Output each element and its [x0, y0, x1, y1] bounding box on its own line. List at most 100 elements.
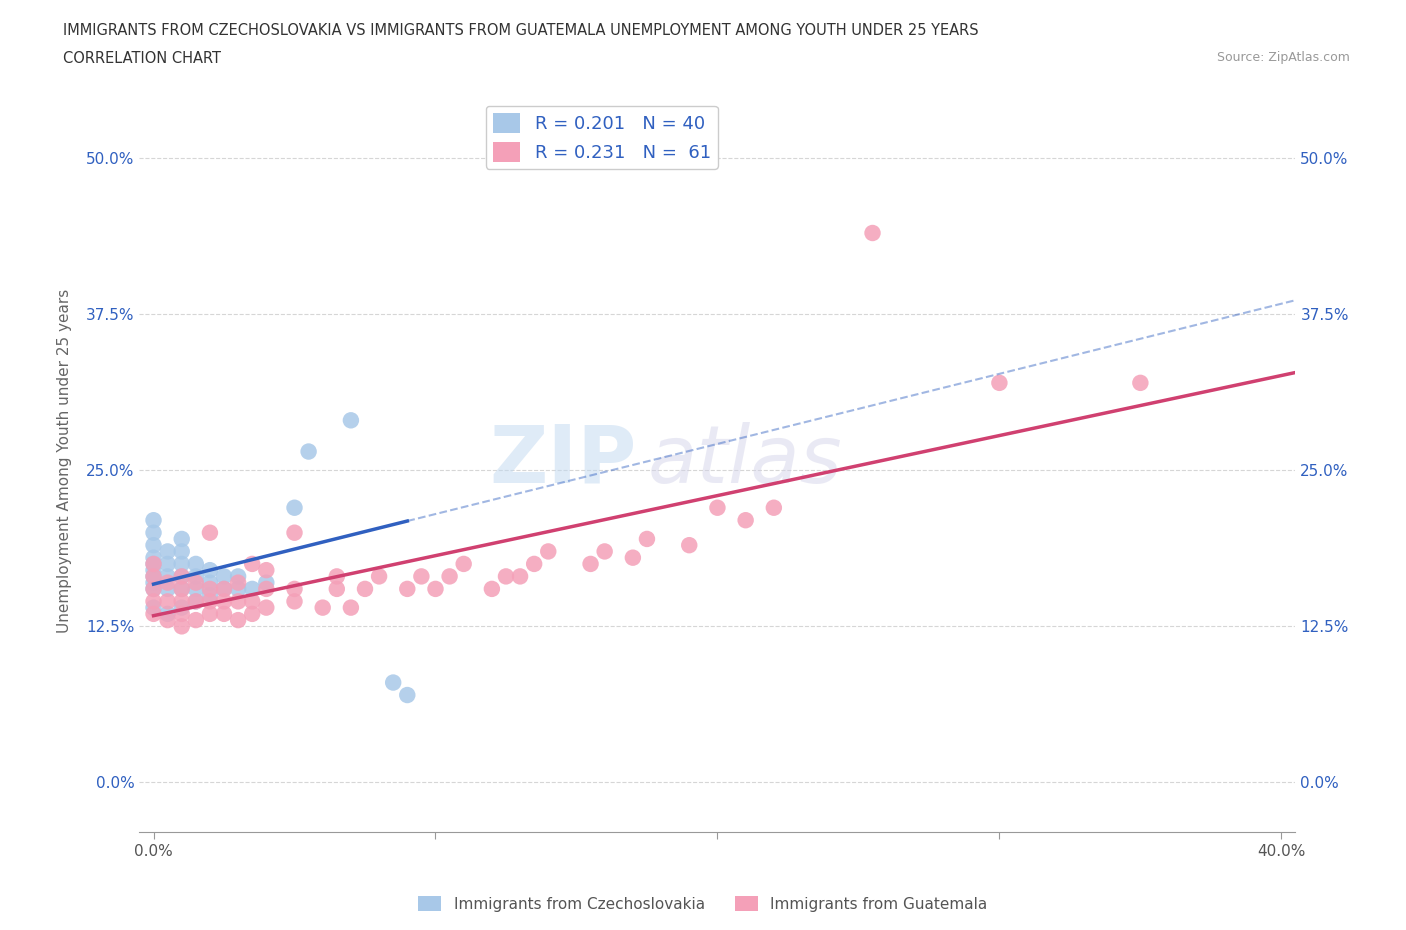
- Text: CORRELATION CHART: CORRELATION CHART: [63, 51, 221, 66]
- Point: [240, 556, 263, 571]
- Point: [212, 606, 235, 621]
- Text: IMMIGRANTS FROM CZECHOSLOVAKIA VS IMMIGRANTS FROM GUATEMALA UNEMPLOYMENT AMONG Y: IMMIGRANTS FROM CZECHOSLOVAKIA VS IMMIGR…: [63, 23, 979, 38]
- Point: [142, 551, 165, 565]
- Point: [198, 588, 221, 603]
- Point: [326, 569, 349, 584]
- Point: [297, 445, 319, 459]
- Point: [312, 600, 335, 615]
- Point: [254, 563, 277, 578]
- Point: [425, 581, 447, 596]
- Point: [988, 376, 1011, 391]
- Point: [184, 594, 207, 609]
- Point: [142, 538, 165, 552]
- Point: [340, 600, 363, 615]
- Point: [396, 581, 419, 596]
- Text: Source: ZipAtlas.com: Source: ZipAtlas.com: [1216, 51, 1350, 64]
- Point: [156, 576, 179, 591]
- Point: [142, 525, 165, 540]
- Point: [862, 226, 884, 241]
- Point: [283, 525, 305, 540]
- Point: [495, 569, 517, 584]
- Point: [326, 581, 349, 596]
- Point: [198, 581, 221, 596]
- Point: [240, 581, 263, 596]
- Point: [170, 600, 193, 615]
- Point: [354, 581, 377, 596]
- Point: [212, 581, 235, 596]
- Point: [156, 544, 179, 559]
- Point: [170, 569, 193, 584]
- Point: [283, 581, 305, 596]
- Point: [142, 556, 165, 571]
- Point: [198, 576, 221, 591]
- Point: [184, 576, 207, 591]
- Point: [254, 576, 277, 591]
- Point: [156, 606, 179, 621]
- Point: [142, 581, 165, 596]
- Point: [184, 556, 207, 571]
- Point: [523, 556, 546, 571]
- Point: [254, 600, 277, 615]
- Point: [142, 569, 165, 584]
- Point: [156, 613, 179, 628]
- Point: [142, 606, 165, 621]
- Point: [156, 556, 179, 571]
- Text: ZIP: ZIP: [489, 422, 637, 500]
- Text: atlas: atlas: [648, 422, 842, 500]
- Point: [1129, 376, 1152, 391]
- Point: [170, 544, 193, 559]
- Point: [1384, 226, 1406, 241]
- Point: [142, 600, 165, 615]
- Point: [142, 569, 165, 584]
- Point: [198, 563, 221, 578]
- Point: [636, 532, 658, 547]
- Point: [509, 569, 531, 584]
- Point: [226, 594, 249, 609]
- Point: [226, 613, 249, 628]
- Point: [212, 581, 235, 596]
- Point: [184, 581, 207, 596]
- Point: [240, 606, 263, 621]
- Point: [156, 594, 179, 609]
- Point: [226, 576, 249, 591]
- Point: [184, 569, 207, 584]
- Point: [762, 500, 785, 515]
- Point: [537, 544, 560, 559]
- Point: [170, 532, 193, 547]
- Point: [212, 594, 235, 609]
- Point: [142, 512, 165, 527]
- Point: [170, 556, 193, 571]
- Point: [184, 594, 207, 609]
- Point: [170, 606, 193, 621]
- Point: [283, 500, 305, 515]
- Point: [170, 594, 193, 609]
- Point: [706, 500, 728, 515]
- Point: [678, 538, 700, 552]
- Legend: R = 0.201   N = 40, R = 0.231   N =  61: R = 0.201 N = 40, R = 0.231 N = 61: [486, 106, 718, 169]
- Point: [368, 569, 391, 584]
- Point: [142, 594, 165, 609]
- Point: [184, 613, 207, 628]
- Point: [340, 413, 363, 428]
- Point: [212, 569, 235, 584]
- Point: [142, 556, 165, 571]
- Point: [198, 594, 221, 609]
- Point: [411, 569, 433, 584]
- Point: [621, 551, 644, 565]
- Point: [170, 569, 193, 584]
- Point: [170, 581, 193, 596]
- Point: [226, 569, 249, 584]
- Point: [170, 581, 193, 596]
- Point: [481, 581, 503, 596]
- Point: [396, 687, 419, 702]
- Point: [198, 525, 221, 540]
- Point: [734, 512, 756, 527]
- Point: [142, 576, 165, 591]
- Point: [283, 594, 305, 609]
- Point: [170, 618, 193, 633]
- Point: [579, 556, 602, 571]
- Point: [142, 581, 165, 596]
- Point: [453, 556, 475, 571]
- Y-axis label: Unemployment Among Youth under 25 years: Unemployment Among Youth under 25 years: [58, 289, 72, 633]
- Point: [240, 594, 263, 609]
